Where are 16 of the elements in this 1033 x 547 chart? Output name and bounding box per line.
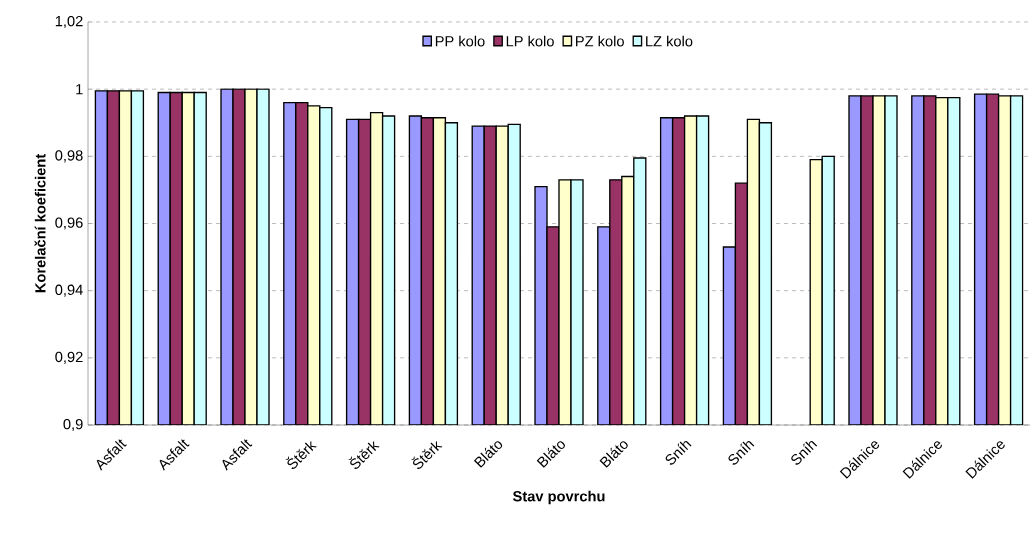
y-tick-label: 0,98 [55,150,83,163]
x-tick-label: Sníh [791,440,818,465]
y-tick-label: 0,9 [63,418,83,432]
x-tick-label: Sníh [665,440,692,465]
y-tick-label: 0,92 [55,351,83,364]
y-tick-label: 0,96 [55,217,83,230]
legend-label: LP kolo [506,35,554,47]
x-tick-label: Sníh [728,440,755,465]
y-tick-label: 1 [76,84,83,95]
y-axis-title: Korelační koeficient [34,154,46,293]
legend-label: LZ kolo [646,35,693,47]
y-tick-label: 1,02 [55,15,83,29]
legend-label: PP kolo [435,35,485,47]
y-tick-label: 0,94 [55,284,83,297]
legend-label: PZ kolo [576,35,624,47]
x-axis-title: Stav povrchu [512,490,605,505]
